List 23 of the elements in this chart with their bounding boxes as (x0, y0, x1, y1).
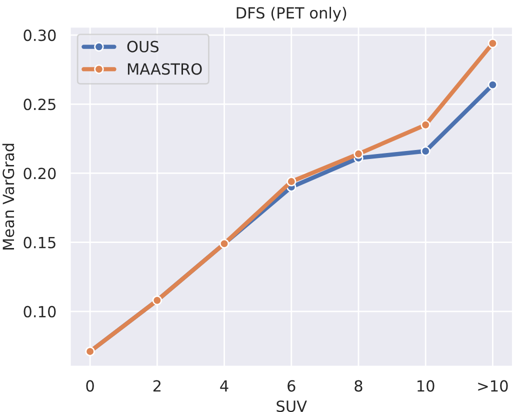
x-tick-label: 0 (86, 380, 94, 392)
point (354, 149, 364, 159)
point (286, 176, 296, 186)
point (488, 80, 498, 90)
y-tick-label: 0.15 (24, 236, 56, 248)
x-tick-label: 6 (288, 380, 296, 392)
legend-label: MAASTRO (128, 63, 202, 75)
y-tick-label: 0.10 (24, 306, 56, 318)
point (488, 38, 498, 48)
point (420, 120, 430, 130)
y-tick-label: 0.20 (24, 168, 56, 180)
point (420, 146, 430, 156)
x-tick-label: 4 (220, 380, 228, 392)
x-axis-title: SUV (276, 400, 307, 412)
legend-label: OUS (127, 40, 159, 52)
y-axis-title: Mean VarGrad (2, 144, 14, 250)
x-tick-label: 8 (354, 380, 362, 392)
x-tick-label: 10 (418, 380, 434, 392)
x-tick-label: >10 (478, 380, 508, 392)
x-tick-label: 2 (153, 380, 160, 392)
y-tick-label: 0.30 (24, 30, 56, 42)
y-tick-label: 0.25 (24, 98, 56, 110)
chart-title: DFS (PET only) (236, 6, 346, 22)
